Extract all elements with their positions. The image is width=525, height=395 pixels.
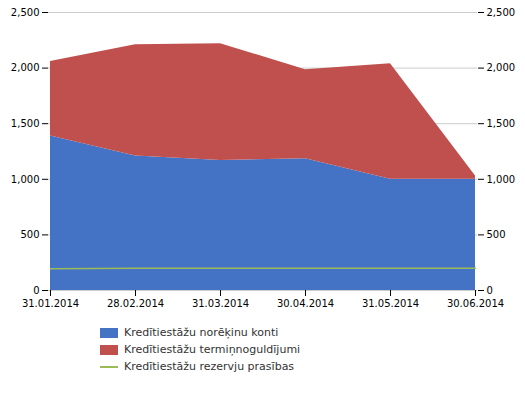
svg-text:2,500: 2,500 [11, 7, 40, 18]
svg-text:0: 0 [487, 285, 493, 296]
svg-text:31.05.2014: 31.05.2014 [362, 298, 419, 309]
svg-text:2,000: 2,000 [11, 62, 40, 73]
svg-text:1,500: 1,500 [487, 118, 516, 129]
svg-text:2,500: 2,500 [487, 7, 516, 18]
svg-text:1,500: 1,500 [11, 118, 40, 129]
svg-text:31.03.2014: 31.03.2014 [192, 298, 249, 309]
html-text:Kredītiestāžu norēķinu konti: Kredītiestāžu norēķinu konti [124, 326, 279, 339]
svg-text:500: 500 [487, 229, 506, 240]
svg-text:2,000: 2,000 [487, 62, 516, 73]
html-text:Kredītiestāžu termiņnoguldījum: Kredītiestāžu termiņnoguldījumi [124, 343, 301, 356]
html-text:Kredītiestāžu rezervju prasība: Kredītiestāžu rezervju prasības [124, 360, 295, 373]
svg-text:30.06.2014: 30.06.2014 [447, 298, 504, 309]
svg-text:30.04.2014: 30.04.2014 [277, 298, 334, 309]
svg-text:1,000: 1,000 [11, 174, 40, 185]
svg-text:31.01.2014: 31.01.2014 [22, 298, 79, 309]
svg-text:0: 0 [33, 285, 39, 296]
svg-text:1,000: 1,000 [487, 174, 516, 185]
svg-text:500: 500 [20, 229, 39, 240]
svg-text:28.02.2014: 28.02.2014 [107, 298, 164, 309]
